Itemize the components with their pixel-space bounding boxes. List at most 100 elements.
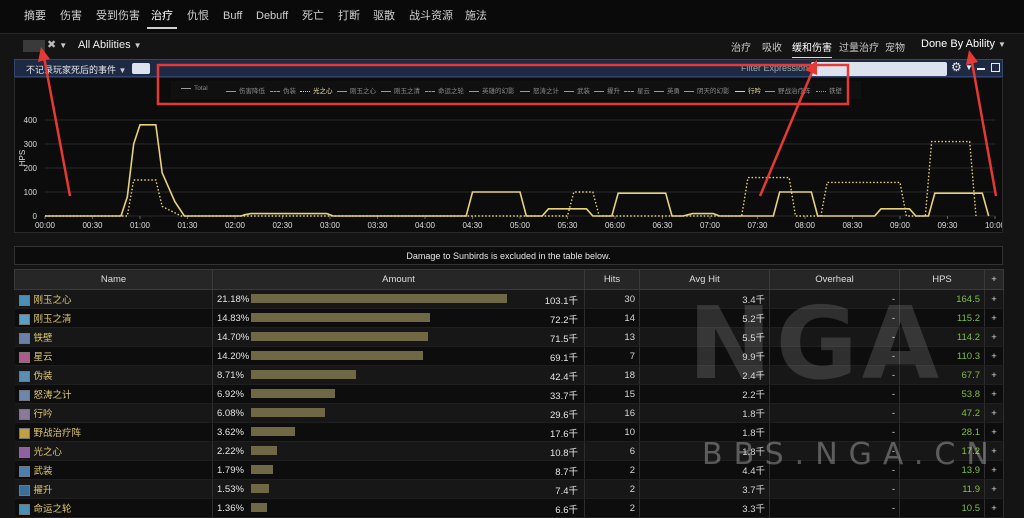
table-row[interactable]: 命运之轮 1.36% 6.6千 2 3.3千 -10.5 +: [14, 498, 1004, 518]
tab-damage-taken[interactable]: 受到伤害: [96, 10, 140, 22]
overheal-cell: -: [769, 479, 900, 499]
ability-name-cell[interactable]: 星云: [14, 346, 213, 366]
view-tab-absorb[interactable]: 吸收: [762, 43, 782, 54]
table-row[interactable]: 伪装 8.71% 42.4千 18 2.4千 -67.7 +: [14, 365, 1004, 385]
expand-button[interactable]: +: [984, 346, 1004, 366]
chevron-down-icon: ▼: [118, 66, 127, 75]
ability-name-cell[interactable]: 怒涛之计: [14, 384, 213, 404]
ability-name-cell[interactable]: 擢升: [14, 479, 213, 499]
table-row[interactable]: 行吟 6.08% 29.6千 16 1.8千 -47.2 +: [14, 403, 1004, 423]
view-tab-overheal[interactable]: 过量治疗: [839, 43, 879, 54]
view-tab-pets[interactable]: 宠物: [885, 43, 905, 54]
abilities-dropdown[interactable]: All Abilities ▼: [78, 39, 142, 51]
col-overheal[interactable]: Overheal: [769, 269, 900, 290]
tab-threat[interactable]: 仇恨: [187, 10, 209, 22]
expand-button[interactable]: +: [984, 308, 1004, 328]
overheal-cell: -: [769, 308, 900, 328]
maximize-icon[interactable]: [991, 63, 1000, 72]
tab-buff[interactable]: Buff: [223, 10, 243, 22]
ability-name[interactable]: 刚玉之心: [33, 295, 72, 306]
tab-summary[interactable]: 摘要: [24, 10, 46, 22]
avg-hit-cell: 9.9千: [639, 346, 770, 366]
table-row[interactable]: 铁壁 14.70% 71.5千 13 5.5千 -114.2 +: [14, 327, 1004, 347]
table-row[interactable]: 光之心 2.22% 10.8千 6 1.8千 -17.2 +: [14, 441, 1004, 461]
table-row[interactable]: 刚玉之清 14.83% 72.2千 14 5.2千 -115.2 +: [14, 308, 1004, 328]
ability-name[interactable]: 伪装: [33, 371, 53, 382]
minimize-icon[interactable]: [977, 68, 985, 70]
ability-name[interactable]: 命运之轮: [33, 504, 72, 515]
expand-button[interactable]: +: [984, 327, 1004, 347]
expand-button[interactable]: +: [984, 403, 1004, 423]
expand-button[interactable]: +: [984, 422, 1004, 442]
view-tab-mitigation[interactable]: 缓和伤害: [792, 39, 832, 58]
filter-expression-input[interactable]: [811, 62, 947, 76]
table-row[interactable]: 擢升 1.53% 7.4千 2 3.7千 -11.9 +: [14, 479, 1004, 499]
expand-button[interactable]: +: [984, 498, 1004, 518]
ability-name[interactable]: 怒涛之计: [33, 390, 72, 401]
gear-icon[interactable]: ⚙: [951, 60, 962, 74]
ability-name-cell[interactable]: 武装: [14, 460, 213, 480]
expand-button[interactable]: +: [984, 289, 1004, 309]
ability-name-cell[interactable]: 伪装: [14, 365, 213, 385]
ability-name-cell[interactable]: 命运之轮: [14, 498, 213, 518]
table-row[interactable]: 怒涛之计 6.92% 33.7千 15 2.2千 -53.8 +: [14, 384, 1004, 404]
expand-button[interactable]: +: [984, 441, 1004, 461]
ability-name[interactable]: 行吟: [33, 409, 53, 420]
filter-toggle[interactable]: [132, 63, 150, 74]
abilities-label: All Abilities: [78, 39, 131, 51]
series-line: [45, 140, 977, 217]
expand-button[interactable]: +: [984, 365, 1004, 385]
death-filter-dropdown[interactable]: 不记录玩家死后的事件 ▼: [26, 63, 126, 76]
ability-name[interactable]: 刚玉之清: [33, 314, 72, 325]
tab-casts[interactable]: 施法: [465, 10, 487, 22]
chevron-down-icon[interactable]: ▼: [965, 63, 973, 72]
table-row[interactable]: 野战治疗阵 3.62% 17.6千 10 1.8千 -28.1 +: [14, 422, 1004, 442]
chevron-down-icon: ▼: [133, 41, 142, 50]
hits-cell: 14: [584, 308, 640, 328]
ability-name-cell[interactable]: 行吟: [14, 403, 213, 423]
ability-name[interactable]: 擢升: [33, 485, 53, 496]
col-name[interactable]: Name: [14, 269, 213, 290]
ability-name[interactable]: 铁壁: [33, 333, 53, 344]
table-row[interactable]: 刚玉之心 21.18% 103.1千 30 3.4千 -164.5 +: [14, 289, 1004, 309]
col-avg-hit[interactable]: Avg Hit: [639, 269, 770, 290]
expand-button[interactable]: +: [984, 460, 1004, 480]
tab-interrupts[interactable]: 打断: [338, 10, 360, 22]
ability-name-cell[interactable]: 光之心: [14, 441, 213, 461]
ability-name[interactable]: 武装: [33, 466, 53, 477]
ability-name[interactable]: 野战治疗阵: [33, 428, 82, 439]
ability-name-cell[interactable]: 刚玉之清: [14, 308, 213, 328]
filter-expression-label: Filter Expression: [741, 63, 809, 73]
amount-bar: [251, 465, 273, 475]
ability-name[interactable]: 光之心: [33, 447, 63, 458]
amount-percent: 2.22%: [217, 445, 244, 457]
tab-dispels[interactable]: 驱散: [373, 10, 395, 22]
ability-name-cell[interactable]: 刚玉之心: [14, 289, 213, 309]
col-amount[interactable]: Amount: [212, 269, 585, 290]
amount-value: 71.5千: [550, 334, 578, 345]
tab-resources[interactable]: 战斗资源: [409, 10, 453, 22]
ability-icon: [18, 484, 30, 496]
table-row[interactable]: 星云 14.20% 69.1千 7 9.9千 -110.3 +: [14, 346, 1004, 366]
tab-healing[interactable]: 治疗: [147, 0, 177, 33]
expand-button[interactable]: +: [984, 384, 1004, 404]
tab-deaths[interactable]: 死亡: [302, 10, 324, 22]
ability-name[interactable]: 星云: [33, 352, 53, 363]
close-icon[interactable]: ✖ ▼: [47, 39, 68, 51]
x-tick-label: 06:30: [652, 221, 673, 230]
tab-damage[interactable]: 伤害: [60, 10, 82, 22]
player-selector[interactable]: [23, 40, 45, 52]
x-tick-label: 00:00: [35, 221, 56, 230]
col-hps[interactable]: HPS: [899, 269, 985, 290]
expand-button[interactable]: +: [984, 479, 1004, 499]
view-tab-healing[interactable]: 治疗: [731, 43, 751, 54]
amount-value: 6.6千: [555, 505, 578, 516]
col-hits[interactable]: Hits: [584, 269, 640, 290]
tab-debuff[interactable]: Debuff: [256, 10, 289, 22]
table-row[interactable]: 武装 1.79% 8.7千 2 4.4千 -13.9 +: [14, 460, 1004, 480]
ability-name-cell[interactable]: 野战治疗阵: [14, 422, 213, 442]
y-tick-label: 400: [24, 116, 38, 125]
ability-name-cell[interactable]: 铁壁: [14, 327, 213, 347]
done-by-dropdown[interactable]: Done By Ability ▼: [921, 38, 1006, 50]
col-add[interactable]: +: [984, 269, 1004, 290]
